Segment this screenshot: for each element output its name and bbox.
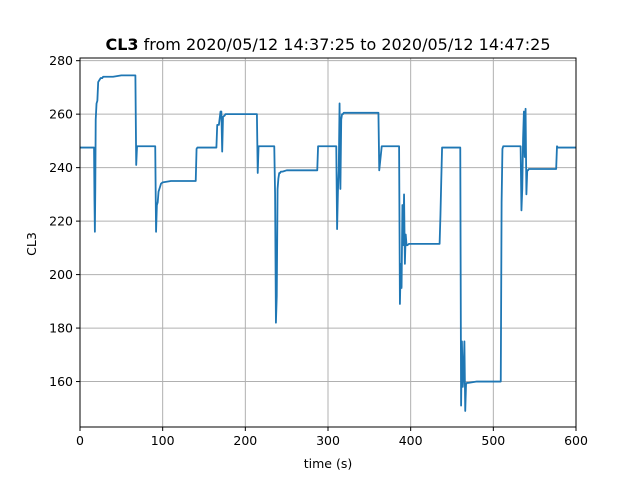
x-tick-label: 400 bbox=[399, 433, 423, 448]
plot-area bbox=[80, 74, 576, 412]
chart-title: CL3 from 2020/05/12 14:37:25 to 2020/05/… bbox=[105, 35, 550, 54]
y-tick-label: 200 bbox=[49, 267, 73, 282]
y-tick-label: 220 bbox=[49, 214, 73, 229]
y-tick-label: 180 bbox=[49, 321, 73, 336]
x-axis-label: time (s) bbox=[304, 456, 352, 471]
y-tick-label: 240 bbox=[49, 160, 73, 175]
title-rest: from 2020/05/12 14:37:25 to 2020/05/12 1… bbox=[139, 35, 551, 54]
x-tick-label: 200 bbox=[233, 433, 257, 448]
x-tick-label: 0 bbox=[76, 433, 84, 448]
x-tick-label: 500 bbox=[481, 433, 505, 448]
y-tick-label: 260 bbox=[49, 107, 73, 122]
y-tick-label: 160 bbox=[49, 374, 73, 389]
x-tick-label: 300 bbox=[316, 433, 340, 448]
ticks: 0 100 200 300 400 500 600 160 180 200 220 240 260 280 bbox=[49, 53, 588, 448]
y-tick-label: 280 bbox=[49, 53, 73, 68]
title-bold: CL3 bbox=[105, 35, 138, 54]
y-axis-label: CL3 bbox=[24, 232, 39, 256]
x-tick-label: 600 bbox=[564, 433, 588, 448]
grid bbox=[79, 58, 577, 427]
x-tick-label: 100 bbox=[151, 433, 175, 448]
series-line bbox=[80, 74, 576, 412]
